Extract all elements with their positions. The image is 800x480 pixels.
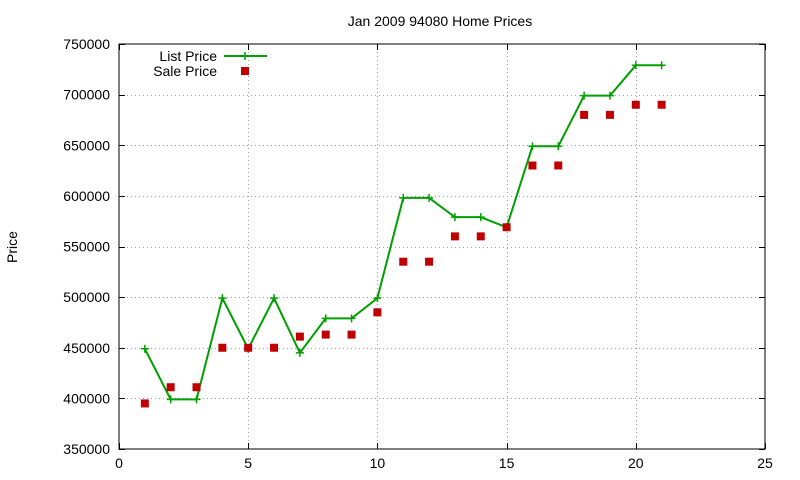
list-price-point [373,294,382,303]
y-axis-label: Price [4,231,20,263]
y-tick-label: 600000 [63,188,110,204]
y-tick-label: 450000 [63,340,110,356]
x-tick-label: 10 [370,455,386,471]
sale-price-point [657,100,666,109]
list-price-point [321,314,330,323]
sale-price-series [140,100,666,408]
sale-price-point [399,257,408,266]
list-price-point [605,91,614,100]
x-tick-label: 20 [628,455,644,471]
plot-area-frame [118,43,766,450]
sale-price-point [244,343,253,352]
legend-label-list-price: List Price [159,48,217,64]
list-price-point [218,294,227,303]
y-tick-label: 400000 [63,390,110,406]
sale-price-point [140,399,149,408]
list-price-point [192,395,201,404]
sale-price-point [425,257,434,266]
list-price-point [399,193,408,202]
list-price-point [166,395,175,404]
list-price-point [657,61,666,70]
sale-price-point [295,332,304,341]
legend-swatch-sale-price-marker [241,67,249,75]
list-price-point [347,314,356,323]
list-price-point [528,142,537,151]
axis-ticks: 0 5 10 15 20 25 350000 400000 450000 500000 550000… [63,36,773,471]
y-tick-label: 750000 [63,36,110,52]
y-tick-label: 350000 [63,441,110,457]
sale-price-point [192,383,201,392]
list-price-point [295,348,304,357]
sale-price-point [476,232,485,241]
list-price-point [476,213,485,222]
series-layer [140,61,666,408]
sale-price-point [528,161,537,170]
grid-lines [119,44,765,449]
sale-price-point [321,330,330,339]
sale-price-point [554,161,563,170]
y-tick-label: 650000 [63,137,110,153]
list-price-point [631,61,640,70]
list-price-point [554,142,563,151]
y-tick-label: 550000 [63,239,110,255]
chart-title: Jan 2009 94080 Home Prices [348,13,532,29]
legend-swatch-list-price-marker [241,52,249,60]
x-tick-label: 15 [499,455,515,471]
sale-price-point [502,223,511,232]
list-price-point [580,91,589,100]
sale-price-point [631,100,640,109]
legend-label-sale-price: Sale Price [153,63,217,79]
sale-price-point [450,232,459,241]
x-tick-label: 5 [244,455,252,471]
sale-price-point [347,330,356,339]
list-price-point [425,193,434,202]
sale-price-point [166,383,175,392]
x-tick-label: 0 [115,455,123,471]
sale-price-point [580,110,589,119]
y-tick-label: 700000 [63,87,110,103]
y-tick-label: 500000 [63,289,110,305]
sale-price-point [270,343,279,352]
sale-price-point [373,308,382,317]
sale-price-point [218,343,227,352]
x-tick-label: 25 [757,455,773,471]
list-price-point [140,344,149,353]
list-price-point [270,294,279,303]
list-price-point [450,213,459,222]
sale-price-point [605,110,614,119]
